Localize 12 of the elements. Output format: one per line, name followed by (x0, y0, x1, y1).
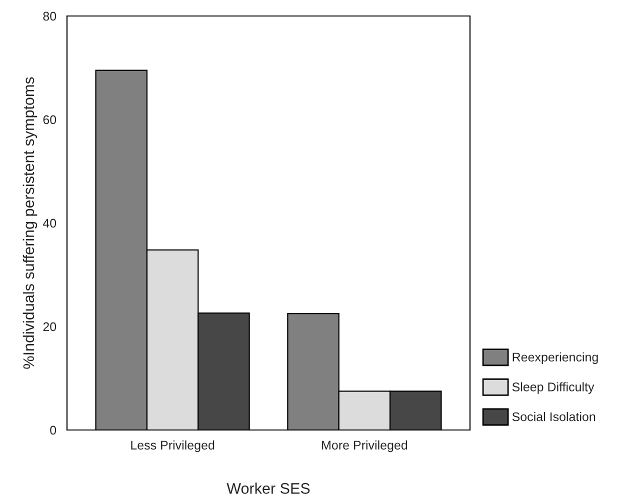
x-tick-label: More Privileged (322, 440, 408, 452)
x-axis-title: Worker SES (226, 482, 310, 494)
legend-label: Reexperiencing (512, 352, 598, 364)
y-tick-label: 20 (43, 322, 56, 332)
y-tick-label: 0 (50, 426, 56, 435)
y-axis-title: %Individuals suffering persistent symptoms (22, 77, 38, 369)
legend-label: Sleep Difficulty (512, 382, 594, 394)
y-tick-label: 60 (43, 115, 56, 124)
y-tick-label: 40 (42, 218, 56, 228)
legend-label: Social Isolation (512, 412, 596, 422)
x-tick-label: Less Privileged (131, 440, 214, 452)
y-tick-label: 80 (43, 12, 56, 21)
